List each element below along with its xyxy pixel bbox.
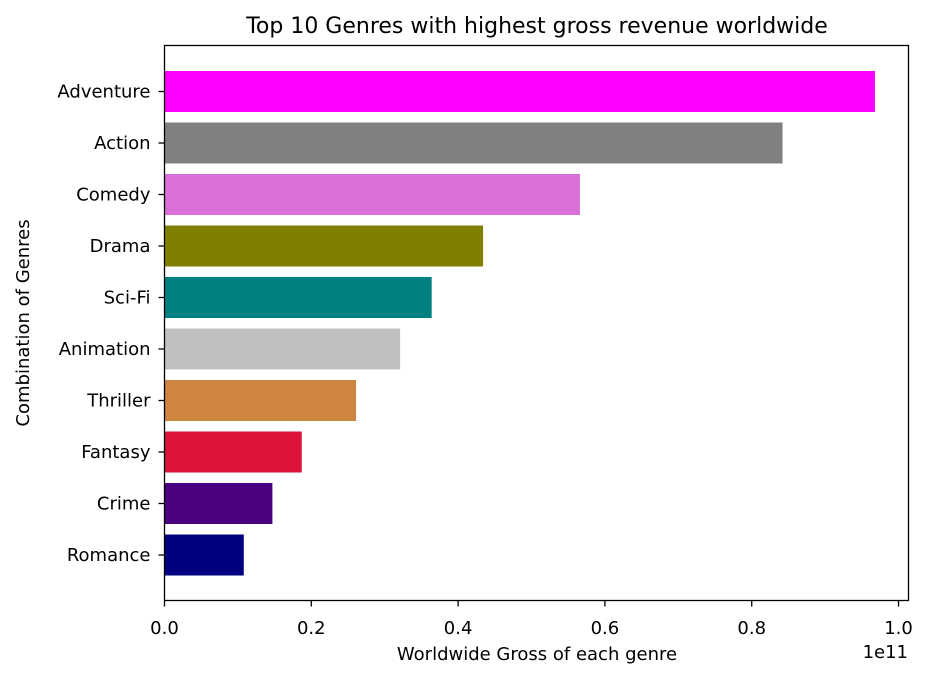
y-tick-label-action: Action [94, 133, 150, 154]
y-tick-label-drama: Drama [90, 236, 151, 257]
chart-title: Top 10 Genres with highest gross revenue… [245, 14, 828, 39]
x-tick-label: 0.2 [297, 618, 326, 639]
x-tick-label: 0.6 [591, 618, 620, 639]
bar-sci-fi [164, 277, 432, 318]
bar-action [164, 122, 783, 164]
x-axis: 0.0 0.2 0.4 0.6 0.8 1.0 [150, 600, 913, 639]
x-axis-label: Worldwide Gross of each genre [397, 644, 677, 665]
y-tick-label-comedy: Comedy [76, 185, 151, 206]
y-tick-label-adventure: Adventure [57, 82, 150, 103]
y-tick-label-animation: Animation [59, 339, 151, 360]
bar-adventure [164, 71, 876, 112]
bar-thriller [164, 380, 357, 421]
y-tick-label-crime: Crime [97, 494, 151, 515]
bar-drama [164, 225, 484, 267]
x-tick-label: 0.8 [737, 618, 766, 639]
y-axis: Adventure Action Comedy Drama Sci-Fi Animatio… [57, 82, 165, 566]
plot-frame [163, 44, 910, 602]
bar-fantasy [164, 431, 302, 473]
x-axis-offset-label: 1e11 [863, 642, 908, 663]
y-axis-label: Combination of Genres [13, 219, 34, 426]
bar-crime [164, 483, 273, 524]
y-tick-label-fantasy: Fantasy [81, 442, 151, 463]
y-tick-label-sci-fi: Sci-Fi [104, 288, 151, 309]
bar-animation [164, 328, 401, 370]
x-tick-label: 0.4 [444, 618, 473, 639]
bar-romance [164, 534, 244, 576]
bar-comedy [164, 174, 580, 215]
x-tick-label: 1.0 [884, 618, 913, 639]
x-tick-label: 0.0 [150, 618, 179, 639]
y-tick-label-romance: Romance [67, 545, 151, 566]
y-tick-label-thriller: Thriller [86, 391, 151, 412]
bars-layer [164, 71, 876, 576]
